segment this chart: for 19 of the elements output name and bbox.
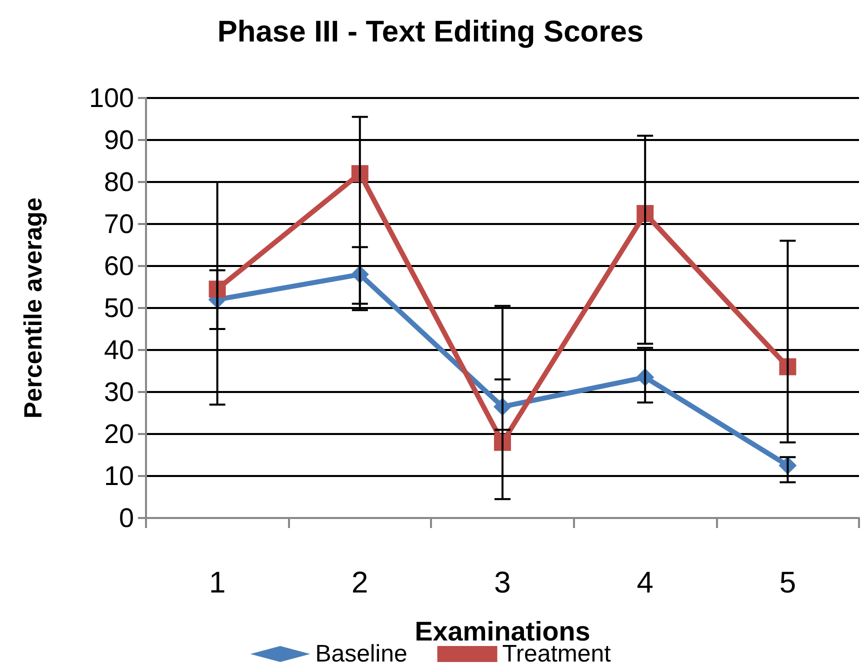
chart-title: Phase III - Text Editing Scores bbox=[217, 16, 644, 48]
y-tick-label: 40 bbox=[104, 335, 134, 365]
y-tick-label: 0 bbox=[118, 503, 134, 533]
y-tick-label: 90 bbox=[104, 125, 134, 155]
y-axis-title: Percentile average bbox=[20, 197, 48, 418]
x-tick-label: 4 bbox=[636, 566, 654, 600]
y-tick-label: 60 bbox=[104, 251, 134, 281]
y-tick-label: 80 bbox=[104, 167, 134, 197]
y-tick-label: 20 bbox=[104, 419, 134, 449]
x-tick-label: 3 bbox=[494, 566, 511, 600]
legend-label: Baseline bbox=[315, 640, 408, 668]
y-tick-label: 70 bbox=[104, 209, 134, 239]
y-tick-label: 30 bbox=[104, 377, 134, 407]
y-tick-label: 50 bbox=[104, 293, 134, 323]
y-tick-label: 10 bbox=[104, 461, 134, 491]
x-tick-label: 2 bbox=[352, 566, 368, 600]
y-tick-label: 100 bbox=[88, 83, 134, 113]
x-tick-label: 5 bbox=[779, 566, 796, 600]
x-tick-label: 1 bbox=[208, 566, 226, 600]
